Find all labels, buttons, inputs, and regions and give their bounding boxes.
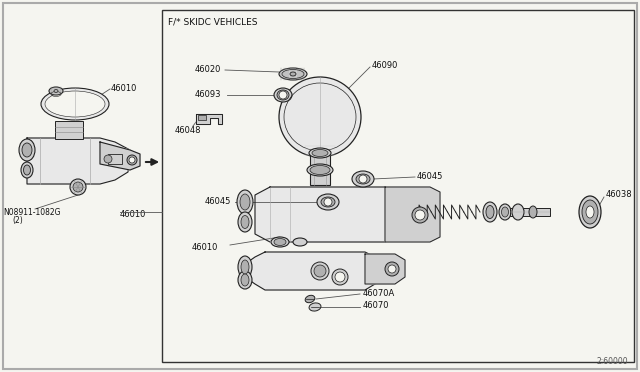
Ellipse shape <box>512 204 524 220</box>
Text: N08911-1082G: N08911-1082G <box>3 208 61 217</box>
Text: 46090: 46090 <box>372 61 398 70</box>
Ellipse shape <box>54 90 58 93</box>
Circle shape <box>311 262 329 280</box>
Ellipse shape <box>586 206 594 218</box>
Ellipse shape <box>309 148 331 158</box>
Circle shape <box>415 210 425 220</box>
Circle shape <box>129 157 135 163</box>
Polygon shape <box>255 187 405 242</box>
Ellipse shape <box>312 150 328 157</box>
Ellipse shape <box>356 174 370 184</box>
Ellipse shape <box>271 237 289 247</box>
Ellipse shape <box>582 200 598 224</box>
Ellipse shape <box>238 256 252 278</box>
Ellipse shape <box>238 212 252 232</box>
Ellipse shape <box>49 87 63 95</box>
Polygon shape <box>196 114 222 124</box>
Text: 46045: 46045 <box>417 171 444 180</box>
Circle shape <box>279 91 287 99</box>
Text: 46070: 46070 <box>363 301 390 311</box>
Ellipse shape <box>279 77 361 157</box>
Polygon shape <box>245 252 385 290</box>
Circle shape <box>314 265 326 277</box>
Text: 46010: 46010 <box>120 209 147 218</box>
Text: 46045: 46045 <box>205 196 232 205</box>
Ellipse shape <box>486 205 494 218</box>
Ellipse shape <box>238 271 252 289</box>
Circle shape <box>70 179 86 195</box>
Ellipse shape <box>317 194 339 210</box>
Ellipse shape <box>290 72 296 76</box>
Bar <box>108 154 122 164</box>
Text: 46010: 46010 <box>111 83 138 93</box>
Ellipse shape <box>237 190 253 214</box>
Ellipse shape <box>321 197 335 207</box>
Text: 46070A: 46070A <box>363 289 396 298</box>
Text: 46038: 46038 <box>606 189 632 199</box>
Text: (2): (2) <box>12 215 23 224</box>
Bar <box>510 208 550 216</box>
Ellipse shape <box>45 91 105 117</box>
Circle shape <box>412 207 428 223</box>
Ellipse shape <box>579 196 601 228</box>
Ellipse shape <box>499 204 511 220</box>
Ellipse shape <box>529 206 537 218</box>
Ellipse shape <box>241 215 249 228</box>
Bar <box>55 121 83 139</box>
Ellipse shape <box>502 207 509 217</box>
Circle shape <box>324 198 332 206</box>
Ellipse shape <box>293 238 307 246</box>
Circle shape <box>73 182 83 192</box>
Ellipse shape <box>279 68 307 80</box>
Ellipse shape <box>240 194 250 210</box>
Circle shape <box>388 265 396 273</box>
Bar <box>198 115 206 120</box>
Circle shape <box>335 272 345 282</box>
Ellipse shape <box>24 165 31 175</box>
Polygon shape <box>365 254 405 284</box>
Ellipse shape <box>241 274 249 286</box>
Ellipse shape <box>22 143 32 157</box>
Text: 2:60000: 2:60000 <box>596 357 628 366</box>
Bar <box>310 155 330 185</box>
Bar <box>162 10 634 362</box>
Text: 46093: 46093 <box>195 90 221 99</box>
Circle shape <box>385 262 399 276</box>
Ellipse shape <box>21 162 33 178</box>
Circle shape <box>359 175 367 183</box>
Ellipse shape <box>277 90 289 100</box>
Ellipse shape <box>104 155 112 163</box>
Ellipse shape <box>241 260 249 274</box>
Circle shape <box>127 155 137 165</box>
Circle shape <box>332 269 348 285</box>
Ellipse shape <box>274 238 286 246</box>
Ellipse shape <box>41 88 109 120</box>
Ellipse shape <box>305 295 315 303</box>
Text: 46048: 46048 <box>175 125 202 135</box>
Ellipse shape <box>274 88 292 102</box>
Ellipse shape <box>19 139 35 161</box>
Ellipse shape <box>352 171 374 187</box>
Ellipse shape <box>483 202 497 222</box>
Ellipse shape <box>307 164 333 176</box>
Text: 46020: 46020 <box>195 64 221 74</box>
Ellipse shape <box>309 303 321 311</box>
Text: 46010: 46010 <box>192 243 218 251</box>
Text: F/* SKIDC VEHICLES: F/* SKIDC VEHICLES <box>168 17 257 26</box>
Ellipse shape <box>310 166 330 174</box>
Polygon shape <box>100 142 140 170</box>
Polygon shape <box>27 138 130 184</box>
Polygon shape <box>385 187 440 242</box>
